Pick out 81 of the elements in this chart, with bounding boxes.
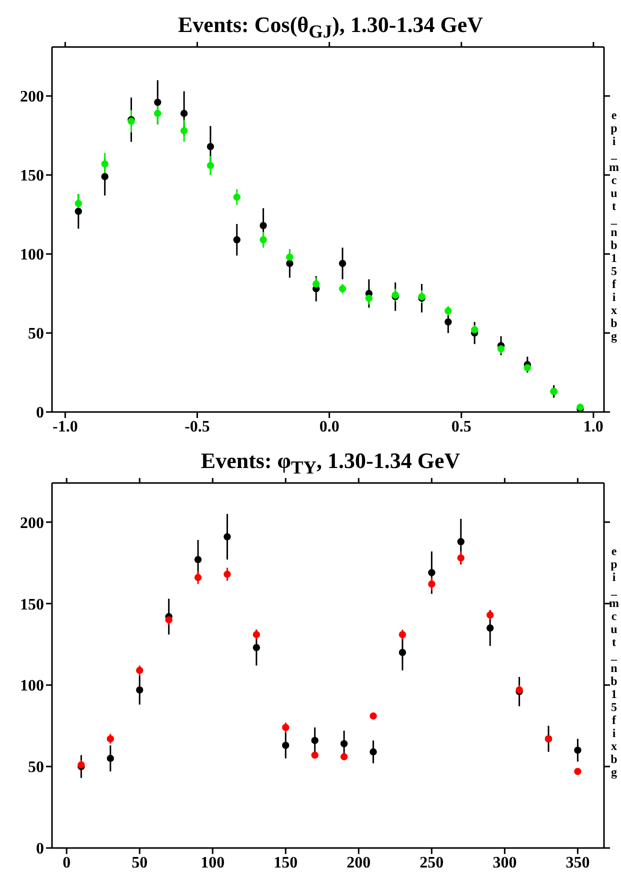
point [428,569,436,576]
point [224,533,231,540]
point [486,624,494,632]
x-tick-label: -1.0 [52,418,78,436]
x-tick-label: 0.5 [451,418,472,436]
text: epi_mcut_nb15fixbg [606,544,621,778]
point [428,580,436,588]
point [165,616,172,624]
point [233,236,240,244]
point [233,194,240,201]
point [497,345,505,352]
y-tick-label: 200 [20,514,44,532]
point [311,736,318,744]
point [101,160,108,168]
point [180,110,188,117]
chart-title: Events: φ$_{TY}$, 1.30-1.34 GeV [200,447,462,478]
point [260,236,267,244]
y-tick-label: 150 [20,596,44,614]
y-tick-label: 200 [20,88,44,106]
x-tick-label: 50 [132,854,148,872]
point [340,753,348,760]
point [282,724,290,732]
point [136,686,144,694]
point [486,611,494,619]
x-tick-label: 0.0 [319,418,340,436]
point [311,752,318,759]
point [370,712,377,720]
point [470,326,478,334]
point [260,222,267,230]
point [444,307,452,314]
point [338,285,346,292]
point [154,98,162,106]
point [106,754,114,762]
point [574,746,582,754]
y-tick-label: 0 [36,840,44,858]
point [398,630,406,638]
text: epi_mcut_nb15fixbg [606,108,621,342]
x-tick-label: 1.0 [583,418,604,436]
y-tick-label: 0 [36,404,44,422]
x-tick-label: 350 [566,854,590,872]
point [194,556,202,564]
x-tick-label: 0 [62,854,71,872]
point [194,574,202,582]
point [370,748,377,756]
point [457,538,464,546]
x-tick-label: -0.5 [184,418,210,436]
y-tick-label: 150 [20,168,44,185]
x-tick-label: 100 [200,854,225,872]
y-tick-label: 50 [28,759,44,776]
point [338,260,346,268]
point [365,294,373,302]
point [574,768,582,776]
x-tick-label: 250 [420,854,444,872]
point [312,280,320,288]
point [457,554,464,562]
point [180,127,188,134]
y-tick-label: 50 [28,326,44,343]
y-tick-label: 100 [20,678,44,695]
point [252,630,260,638]
point [74,200,82,208]
point [524,364,532,372]
point [224,570,231,578]
point [101,172,108,180]
point [154,110,162,117]
point [398,648,406,656]
point [282,742,290,749]
point [206,142,214,150]
x-tick-label: 300 [492,854,517,872]
point [286,260,294,268]
chart-title: Events: Cos(θ$_{GJ}$), 1.30-1.34 GeV [177,11,484,42]
x-tick-label: 150 [274,854,298,872]
x-tick-label: 200 [346,854,371,872]
point [340,740,348,748]
point [286,254,294,261]
point [444,318,452,326]
point [106,735,114,742]
point [252,644,260,652]
point [136,666,144,674]
point [74,208,82,215]
y-tick-label: 100 [20,246,44,264]
point [206,162,214,170]
